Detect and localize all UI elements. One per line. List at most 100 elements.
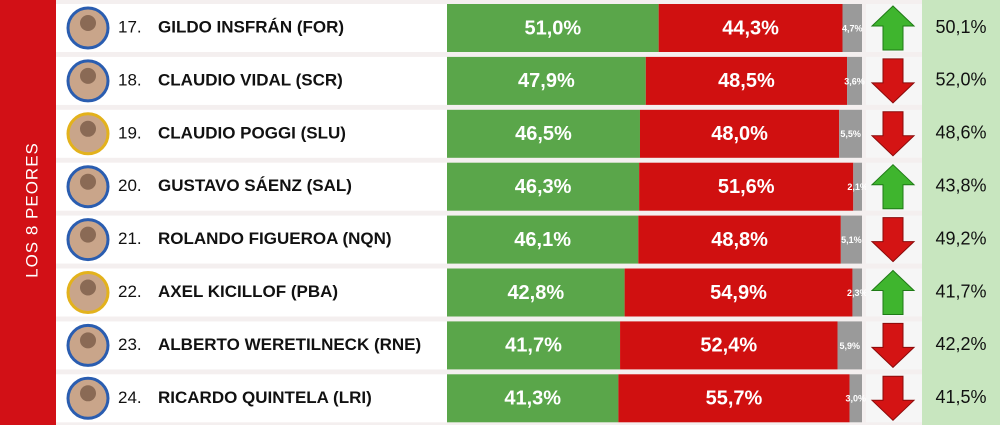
name: ALBERTO WERETILNECK (RNE): [158, 335, 421, 354]
row-background: [56, 56, 447, 105]
bar-segment: [638, 215, 841, 264]
bar-segment: [447, 374, 619, 423]
value-label: 4,7%: [842, 23, 863, 33]
rank: 18.: [118, 70, 142, 89]
rank: 23.: [118, 335, 142, 354]
value-label: 48,8%: [711, 229, 768, 251]
value-label: 41,7%: [505, 335, 562, 357]
row-background: [56, 109, 447, 158]
bar-segment: [639, 109, 840, 158]
bar-segment: [447, 4, 659, 52]
row-background: [56, 4, 447, 52]
value-label: 51,0%: [524, 17, 581, 39]
name: CLAUDIO VIDAL (SCR): [158, 70, 343, 89]
value-label: 52,4%: [700, 335, 757, 357]
bar-segment: [840, 215, 862, 264]
trend-arrow-down: [870, 322, 916, 369]
bar-segment: [639, 162, 854, 211]
bar-segment: [447, 321, 621, 370]
previous-value: 49,2%: [935, 228, 986, 248]
bar-segment: [658, 4, 843, 52]
name: RICARDO QUINTELA (LRI): [158, 388, 372, 407]
rank: 24.: [118, 388, 142, 407]
value-label: 41,3%: [504, 388, 561, 410]
value-label: 48,5%: [718, 70, 775, 92]
value-label: 55,7%: [706, 388, 763, 410]
value-label: 44,3%: [722, 17, 779, 39]
bar-segment: [618, 374, 850, 423]
name: CLAUDIO POGGI (SLU): [158, 123, 346, 142]
bar-segment: [447, 109, 640, 158]
value-label: 3,6%: [844, 76, 865, 86]
bar-segment: [447, 215, 639, 264]
value-label: 54,9%: [710, 282, 767, 304]
value-label: 5,9%: [839, 341, 860, 351]
bar-segment: [842, 4, 862, 52]
bar-segment: [852, 268, 862, 317]
trend-arrow-down: [870, 58, 916, 104]
avatar-head: [80, 120, 96, 137]
trend-arrow-up: [870, 164, 916, 210]
side-label: LOS 8 PEORES: [22, 142, 41, 278]
rank: 22.: [118, 282, 142, 301]
side-strip: [0, 0, 56, 425]
value-label: 3,0%: [846, 394, 867, 404]
avatar-head: [80, 226, 96, 243]
value-label: 46,5%: [515, 123, 572, 145]
rank: 20.: [118, 176, 142, 195]
rank: 17.: [118, 17, 142, 36]
previous-value: 48,6%: [935, 123, 986, 143]
value-label: 5,5%: [840, 129, 861, 139]
previous-value: 50,1%: [935, 17, 986, 37]
avatar-head: [80, 15, 96, 31]
bar-segment: [645, 56, 848, 105]
value-label: 46,1%: [514, 229, 571, 251]
bar-segment: [620, 321, 838, 370]
bar-segment: [849, 374, 862, 423]
avatar-head: [80, 67, 96, 84]
bar-segment: [447, 56, 646, 105]
trend-arrow-up: [870, 269, 916, 315]
value-label: 5,1%: [841, 235, 862, 245]
row-background: [56, 268, 447, 317]
rank: 21.: [118, 229, 142, 248]
previous-value: 43,8%: [935, 175, 986, 195]
avatar-head: [80, 385, 96, 402]
previous-value: 41,7%: [935, 281, 986, 301]
value-label: 48,0%: [711, 123, 768, 145]
bar-segment: [853, 162, 862, 211]
bar-segment: [847, 56, 862, 105]
trend-arrow-up: [870, 5, 916, 51]
bar-segment: [837, 321, 862, 370]
value-label: 47,9%: [518, 70, 575, 92]
value-label: 2,3%: [847, 288, 868, 298]
avatar-head: [80, 332, 96, 349]
row-background: [56, 374, 447, 423]
row-background: [56, 321, 447, 370]
name: ROLANDO FIGUEROA (NQN): [158, 229, 392, 248]
value-label: 2,1%: [847, 182, 868, 192]
rank: 19.: [118, 123, 142, 142]
trend-arrow-down: [870, 217, 916, 263]
previous-value: 42,2%: [935, 334, 986, 354]
name: GILDO INSFRÁN (FOR): [158, 17, 344, 36]
trend-arrow-down: [870, 111, 916, 157]
bar-segment: [447, 162, 640, 211]
value-label: 46,3%: [515, 176, 572, 198]
value-label: 51,6%: [718, 176, 775, 198]
bar-segment: [839, 109, 862, 158]
row-background: [56, 162, 447, 211]
row-background: [56, 215, 447, 264]
name: AXEL KICILLOF (PBA): [158, 282, 338, 301]
bar-segment: [624, 268, 853, 317]
previous-value: 41,5%: [935, 387, 986, 407]
name: GUSTAVO SÁENZ (SAL): [158, 176, 352, 195]
previous-column: [922, 0, 1000, 425]
previous-value: 52,0%: [935, 70, 986, 90]
value-label: 42,8%: [507, 282, 564, 304]
trend-arrow-down: [870, 375, 916, 421]
avatar-head: [80, 173, 96, 190]
bar-segment: [447, 268, 625, 317]
